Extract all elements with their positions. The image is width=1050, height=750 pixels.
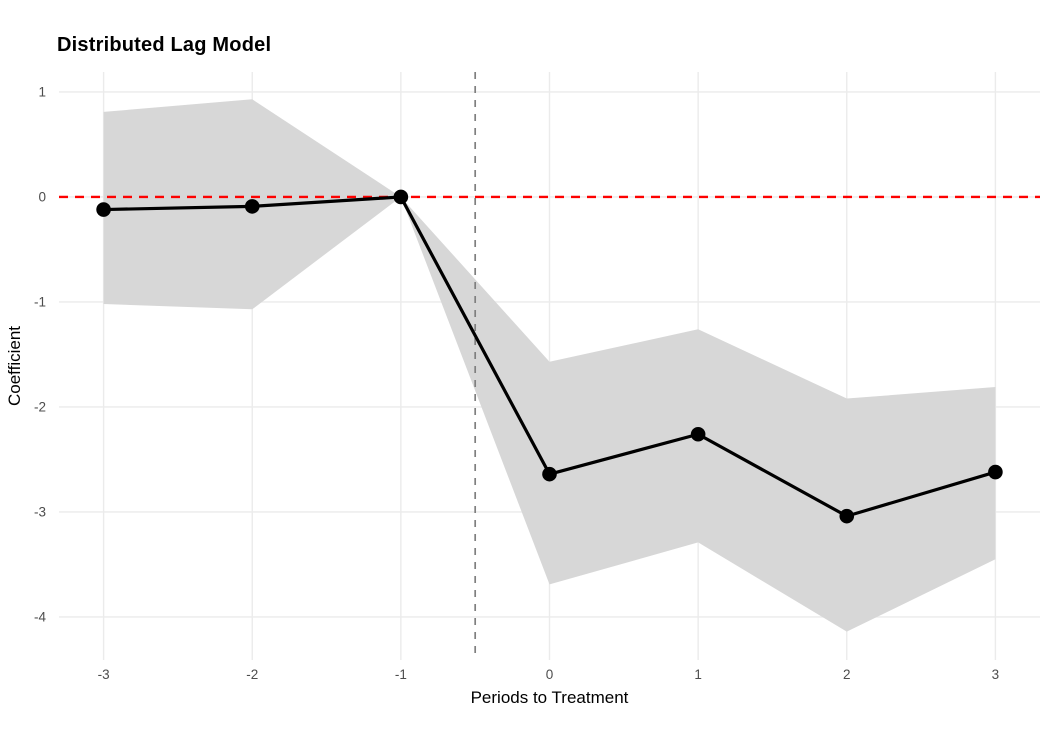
coefficient-point [542, 466, 557, 482]
x-tick-label: -3 [98, 667, 110, 682]
y-tick-label: -1 [34, 294, 46, 309]
coefficient-point [839, 508, 855, 524]
x-tick-label: 0 [546, 667, 554, 682]
coefficient-point [244, 199, 260, 214]
x-tick-label: -2 [246, 667, 258, 682]
series-layer [96, 189, 1003, 524]
y-tick-label: 1 [38, 84, 46, 99]
x-tick-label: 2 [843, 667, 851, 682]
x-tick-label: -1 [395, 667, 407, 682]
y-tick-label: -2 [34, 399, 46, 414]
tick-label-layer: -3 -2 -1 0 1 2 3 1 0 -1 -2 -3 -4 [34, 84, 999, 682]
confidence-ribbon [103, 99, 996, 632]
y-tick-label: 0 [38, 189, 46, 204]
confidence-band-layer [103, 99, 996, 632]
coefficient-point [393, 189, 409, 205]
y-tick-label: -4 [34, 609, 46, 624]
x-axis-title: Periods to Treatment [471, 688, 629, 707]
chart-title: Distributed Lag Model [57, 34, 272, 56]
y-tick-label: -3 [34, 504, 46, 519]
coefficient-point [690, 426, 706, 442]
x-tick-label: 3 [992, 667, 1000, 682]
coefficient-point [988, 464, 1003, 480]
x-tick-label: 1 [694, 667, 702, 682]
y-axis-title: Coefficient [5, 326, 24, 406]
coefficient-point [96, 202, 111, 217]
reference-line-layer [59, 72, 1040, 660]
